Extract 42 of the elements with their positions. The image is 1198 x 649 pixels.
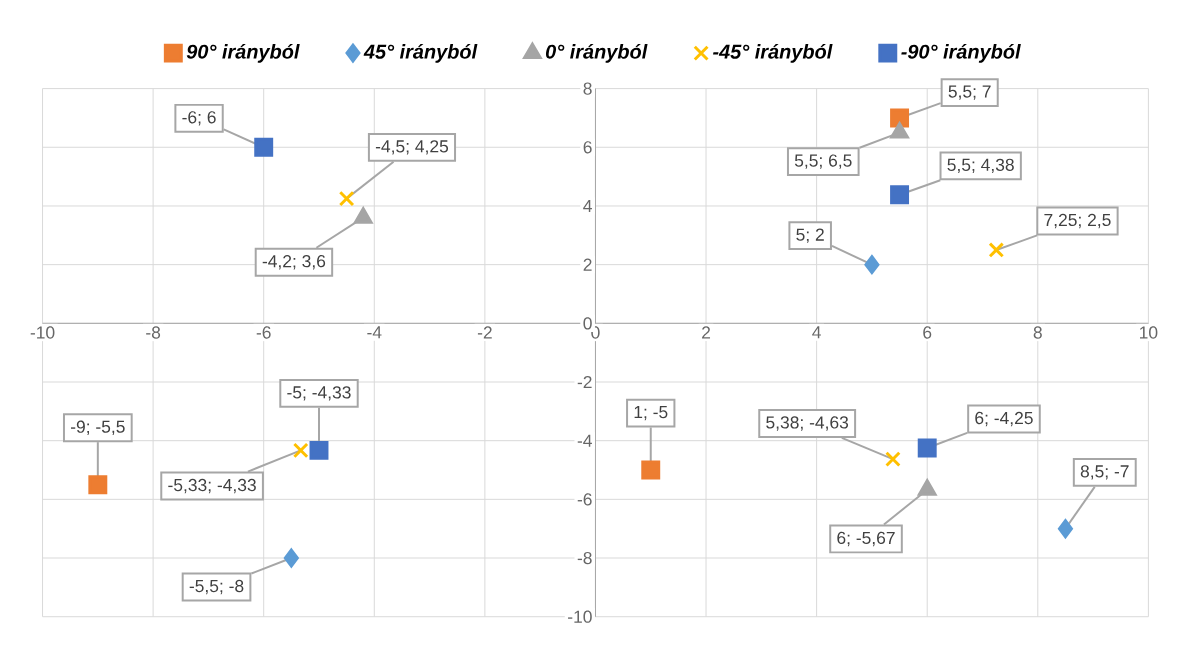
y-tick-label: 4 (583, 200, 592, 213)
legend-label: 0° irányból (545, 44, 648, 63)
x-tick-label: 4 (812, 326, 821, 339)
data-label: -9; -5,5 (70, 420, 125, 436)
x-tick-label: 10 (1140, 326, 1158, 339)
data-label: -5; -4,33 (287, 386, 351, 401)
x-tick-label: 6 (923, 326, 932, 339)
legend-label: -90° irányból (901, 44, 1021, 63)
legend-label: 45° irányból (363, 44, 478, 63)
data-label: 5,5; 7 (948, 85, 991, 100)
data-label: -5,5; -8 (189, 580, 244, 595)
y-tick-label: 8 (583, 82, 592, 95)
x-tick-label: 8 (1033, 326, 1042, 339)
data-label: -4,5; 4,25 (375, 140, 449, 155)
x-tick-label: -4 (367, 326, 382, 339)
data-label: -6; 6 (182, 111, 216, 126)
y-tick-label: -4 (577, 434, 592, 447)
y-tick-label: 6 (583, 141, 592, 154)
x-tick-label: -6 (256, 326, 271, 339)
legend-label: 90° irányból (186, 44, 300, 63)
data-label: 6; -4,25 (975, 412, 1033, 427)
data-label: 1; -5 (634, 406, 668, 421)
data-label: 5,5; 4,38 (947, 158, 1014, 174)
data-label: 5; 2 (796, 228, 824, 244)
y-tick-label: 0 (583, 317, 592, 330)
data-label: 7,25; 2,5 (1044, 214, 1111, 229)
x-tick-label: 2 (702, 326, 711, 339)
data-label: 8,5; -7 (1080, 465, 1129, 480)
data-label: -5,33; -4,33 (168, 479, 256, 494)
x-tick-label: -8 (146, 326, 161, 339)
x-tick-label: -2 (477, 326, 492, 339)
y-tick-label: -10 (568, 610, 592, 624)
data-label: 5,5; 6,5 (794, 154, 852, 169)
data-label: 5,38; -4,63 (766, 416, 849, 431)
x-tick-label: -10 (30, 326, 55, 339)
legend-label: -45° irányból (713, 44, 833, 63)
y-tick-label: -2 (577, 376, 592, 389)
y-tick-label: -8 (577, 552, 592, 565)
data-label: -4,2; 3,6 (262, 255, 326, 270)
data-label: 6; -5,67 (837, 531, 895, 547)
y-tick-label: 2 (583, 258, 592, 271)
y-tick-label: -6 (577, 493, 592, 506)
